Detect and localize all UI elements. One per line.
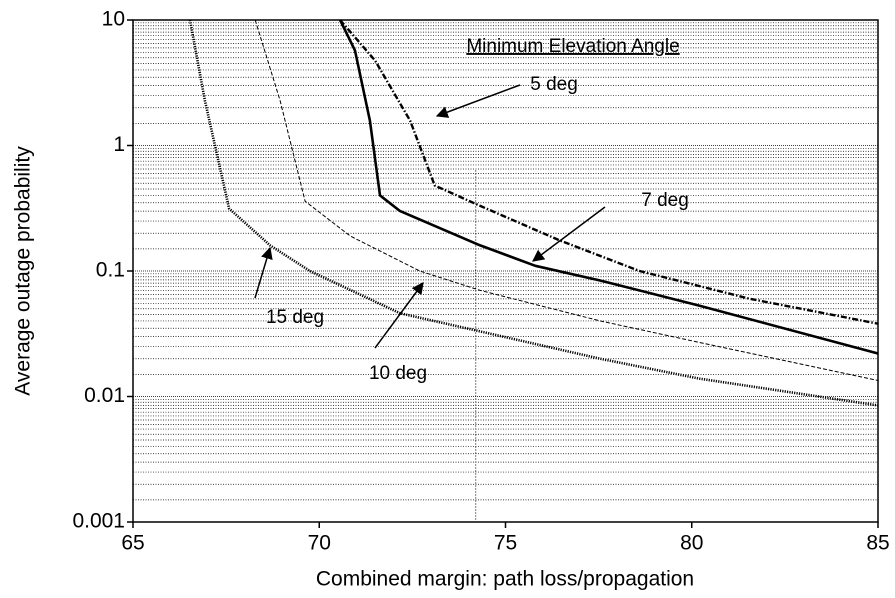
y-tick-label: 10 — [102, 8, 125, 31]
series-line — [339, 19, 879, 325]
x-tick-label: 85 — [866, 532, 889, 555]
y-axis-label: Average outage probability — [12, 146, 35, 396]
series-line — [338, 19, 879, 355]
annotation: Minimum Elevation Angle — [466, 36, 679, 57]
annotation: 15 deg — [266, 307, 324, 328]
y-tick-label: 0.001 — [72, 510, 125, 533]
annotation-arrows — [254, 84, 606, 349]
annotation: 10 deg — [369, 363, 427, 384]
x-tick-label: 80 — [680, 532, 703, 555]
x-tick-label: 65 — [121, 532, 144, 555]
y-tick-label: 1 — [113, 133, 125, 156]
x-tick-label: 70 — [308, 532, 331, 555]
x-tick-label: 75 — [494, 532, 517, 555]
y-tick-label: 0.1 — [96, 259, 125, 282]
x-axis-label: Combined margin: path loss/propagation — [316, 568, 694, 591]
series-line — [254, 19, 879, 381]
series-line — [188, 19, 879, 407]
y-tick-label: 0.01 — [84, 384, 125, 407]
annotation: 7 deg — [641, 190, 689, 211]
annotation: 5 deg — [530, 74, 578, 95]
